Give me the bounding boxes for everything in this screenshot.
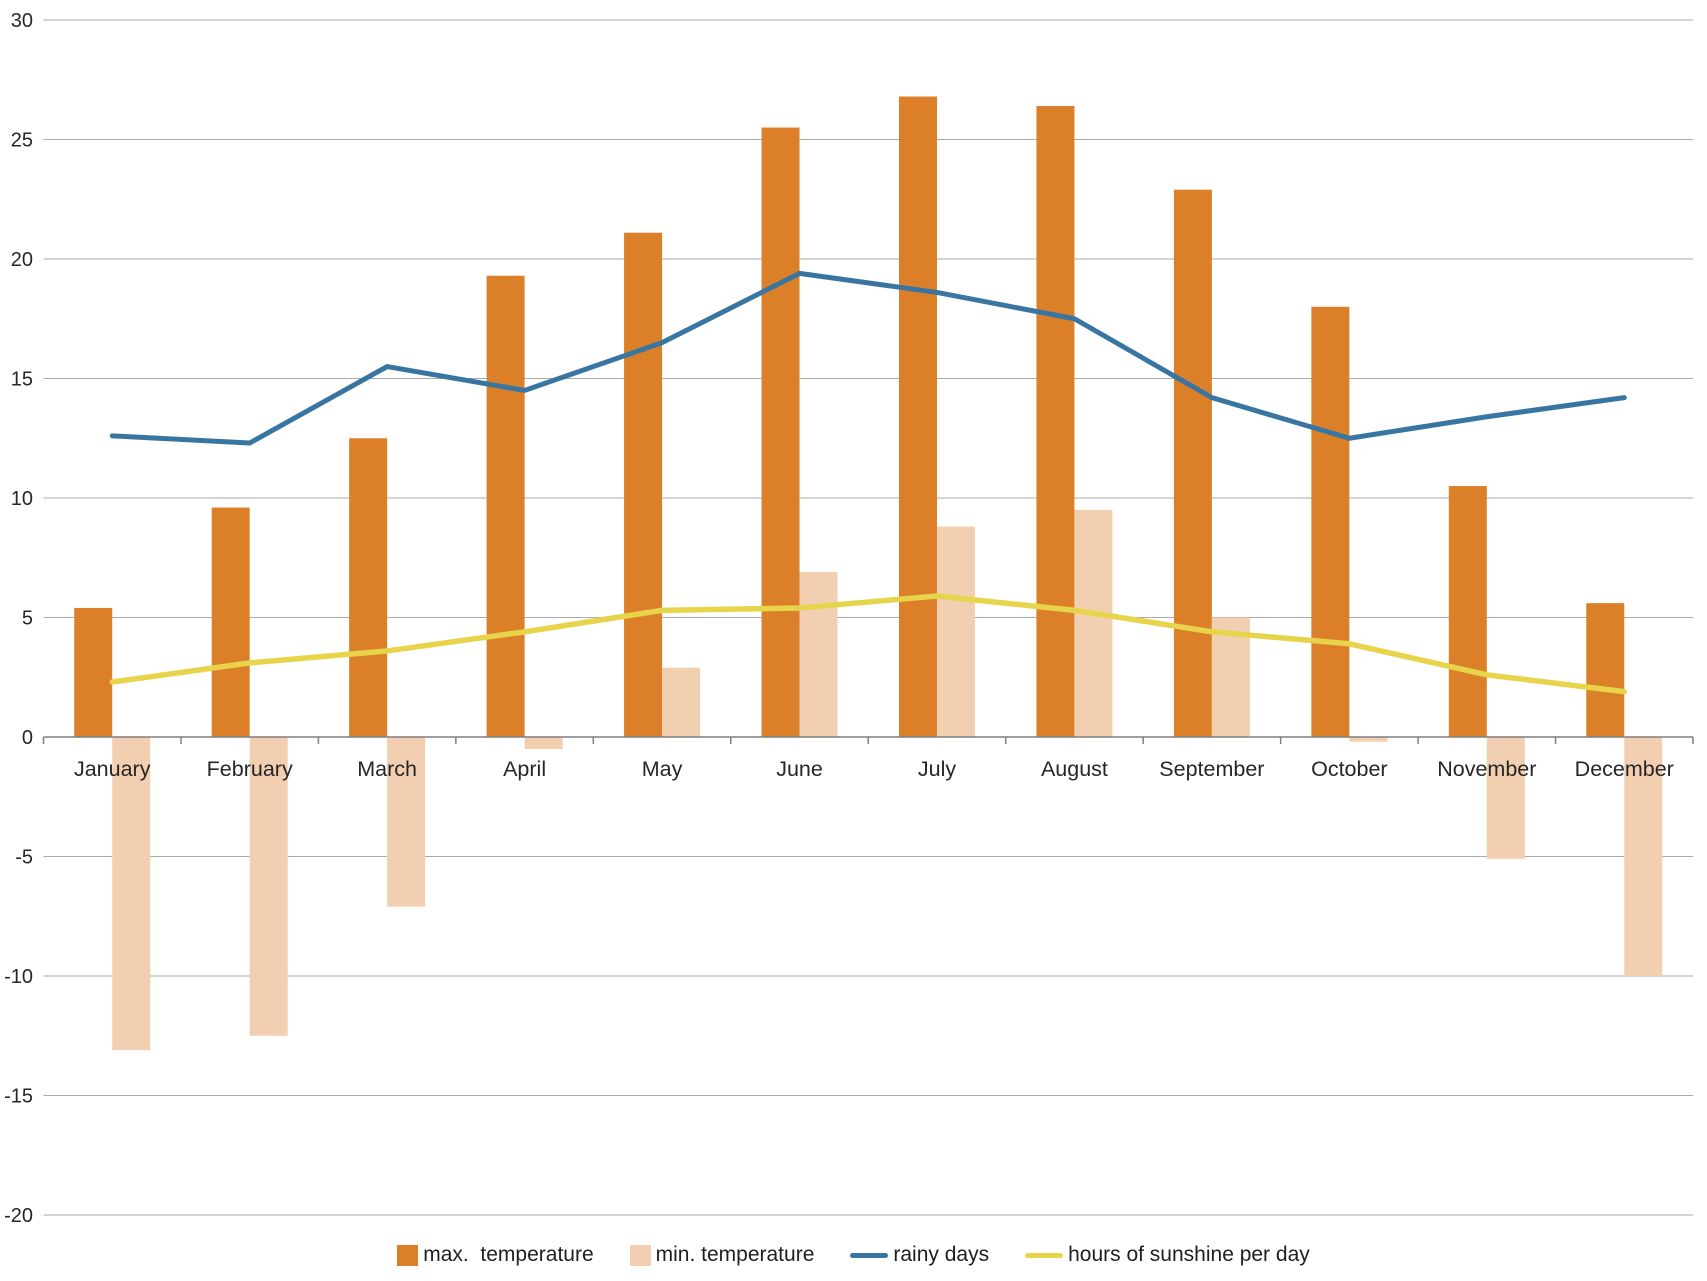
legend-item-min-temperature: min. temperature xyxy=(629,1243,815,1267)
y-axis-tick-label: 20 xyxy=(11,249,33,271)
sunshine-line-swatch xyxy=(1025,1252,1064,1258)
bar-min-temperature xyxy=(1211,617,1250,737)
chart-legend: max. temperature min. temperature rainy … xyxy=(0,1240,1707,1270)
y-axis-tick-label: -10 xyxy=(4,966,33,988)
bar-max-temperature xyxy=(1311,306,1350,737)
legend-label-sunshine: hours of sunshine per day xyxy=(1068,1243,1310,1266)
y-axis-tick-label: 5 xyxy=(22,608,33,630)
bar-max-temperature xyxy=(74,607,113,737)
bar-max-temperature xyxy=(1173,189,1212,737)
bar-min-temperature xyxy=(387,737,426,907)
min-temperature-swatch xyxy=(629,1244,651,1266)
x-category-label: September xyxy=(1159,757,1264,781)
y-axis-tick-label: 10 xyxy=(11,488,33,510)
bar-min-temperature xyxy=(249,737,288,1036)
sunshine-line xyxy=(109,593,1628,695)
x-category-label: June xyxy=(776,757,823,781)
y-axis-tick-label: 30 xyxy=(11,10,33,32)
legend-item-max-temperature: max. temperature xyxy=(397,1243,594,1267)
bar-min-temperature xyxy=(936,526,975,737)
bar-min-temperature xyxy=(662,667,701,737)
rainy-days-line xyxy=(109,270,1627,446)
y-axis-tick-label: 0 xyxy=(22,727,33,749)
y-axis-tick-label: 25 xyxy=(11,130,33,152)
bar-max-temperature xyxy=(349,438,388,737)
legend-label-min-temperature: min. temperature xyxy=(655,1243,815,1266)
y-axis-tick-label: 15 xyxy=(11,369,33,391)
x-category-label: May xyxy=(642,757,683,781)
y-axis-tick-label: -5 xyxy=(15,847,33,869)
bar-min-temperature xyxy=(799,572,838,737)
x-category-label: January xyxy=(74,757,151,781)
x-category-label: October xyxy=(1311,757,1387,781)
legend-label-max-temperature: max. temperature xyxy=(423,1243,594,1266)
x-category-label: April xyxy=(503,757,546,781)
max-temperature-swatch xyxy=(397,1244,419,1266)
legend-item-rainy-days: rainy days xyxy=(850,1243,989,1267)
bar-max-temperature xyxy=(211,507,250,737)
bar-min-temperature xyxy=(112,737,151,1051)
bar-max-temperature xyxy=(624,232,663,737)
x-category-label: August xyxy=(1041,757,1108,781)
bar-min-temperature xyxy=(524,737,563,749)
legend-item-sunshine: hours of sunshine per day xyxy=(1025,1243,1310,1267)
x-category-label: July xyxy=(918,757,956,781)
x-category-label: March xyxy=(357,757,417,781)
bar-max-temperature xyxy=(1586,603,1625,737)
x-category-label: December xyxy=(1575,757,1674,781)
bar-max-temperature xyxy=(1448,486,1487,737)
x-category-label: November xyxy=(1437,757,1536,781)
bar-min-temperature xyxy=(1486,737,1525,859)
x-category-label: February xyxy=(207,757,293,781)
bar-min-temperature xyxy=(1074,509,1113,737)
bar-min-temperature xyxy=(1624,737,1663,976)
y-axis-tick-label: -15 xyxy=(4,1086,33,1108)
bar-max-temperature xyxy=(1036,106,1075,738)
bar-max-temperature xyxy=(898,96,937,738)
bar-min-temperature xyxy=(1349,737,1388,742)
rainy-days-line-swatch xyxy=(850,1252,889,1258)
y-axis-tick-label: -20 xyxy=(4,1205,33,1227)
bar-max-temperature xyxy=(486,275,525,737)
legend-label-rainy-days: rainy days xyxy=(893,1243,990,1266)
bar-max-temperature xyxy=(761,127,800,738)
